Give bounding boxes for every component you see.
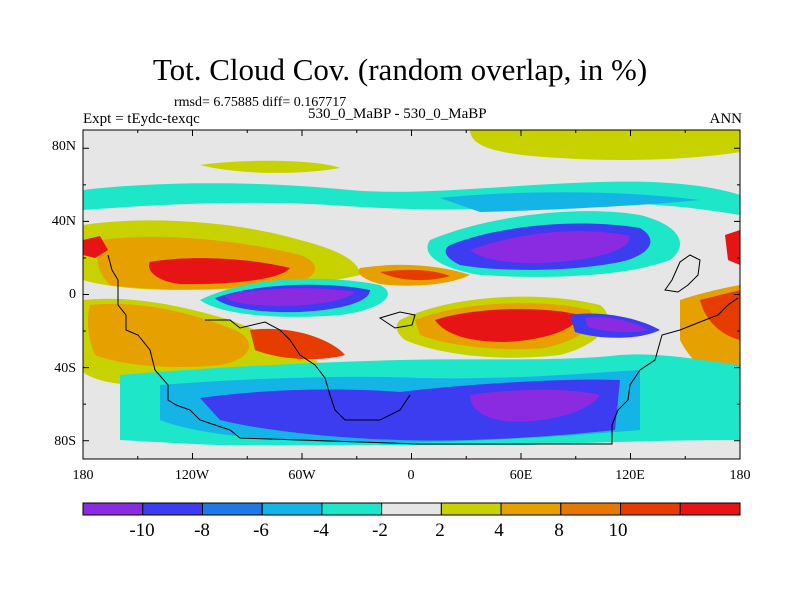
lon-tick-label: 180 [729,468,751,483]
contour-east-red [700,290,740,340]
plot-title: Tot. Cloud Cov. (random overlap, in %) [152,52,648,87]
colorbar-label: -4 [313,520,329,541]
colorbar-label: -2 [372,520,388,541]
colorbar-swatch [620,502,681,516]
contour-et-purple [585,317,648,333]
lon-tick-label: 0 [407,468,415,483]
colorbar-label: 10 [608,520,628,541]
contour-eq-red [380,269,450,281]
season-label: ANN [709,111,743,127]
colorbar-label: -10 [129,520,155,541]
colorbar-swatch [142,502,203,516]
colorbar-label: 8 [554,520,564,541]
contour-north-lightblue [440,192,700,212]
contour-gond-red [435,308,580,342]
colorbar-swatch [679,502,741,516]
colorbar-swatch [261,502,323,516]
contour-sw-red [250,328,345,360]
colorbar-swatch [82,502,144,516]
contour-north-cyan-band [83,181,740,215]
colorbar-label: 4 [494,520,504,541]
contour-npac-red [149,258,290,285]
coastline [107,254,739,445]
colorbar-swatch [201,502,263,516]
colorbar-label: -8 [194,520,210,541]
contour-south-purple [470,389,600,422]
experiment-label: Expt = tEydc-texqc [83,111,200,127]
lon-tick-label: 120W [174,468,210,483]
lat-tick-label: 80N [51,139,76,154]
lat-tick-label: 80S [54,434,76,449]
lon-tick-label: 180 [72,468,94,483]
colorbar-swatch [440,502,502,516]
lat-tick-label: 40S [54,361,76,376]
coastline-inner [378,311,416,329]
lon-tick-label: 60W [288,468,316,483]
colorbar-swatch [321,502,383,516]
contour-trop-purple [225,288,355,306]
contour-asia-purple [470,231,630,264]
contour-ne-red [725,230,740,265]
lat-tick-label: 0 [69,287,76,302]
contour-north-positive-2 [200,160,340,173]
contour-sw-orange [87,303,250,367]
contour-antarctic [83,445,740,459]
coastline-east [664,254,701,293]
contour-nw-red [83,236,108,258]
axis-ticks [82,130,741,459]
colorbar-swatch [560,502,622,516]
lon-tick-label: 60E [509,468,533,483]
contour-arctic-positive [470,130,740,160]
stats-label: rmsd= 6.75885 diff= 0.167717 [174,95,347,110]
comparison-label: 530_0_MaBP - 530_0_MaBP [308,106,487,122]
colorbar-label: -6 [253,520,269,541]
colorbar-swatch [381,502,442,516]
lat-tick-label: 40N [51,214,76,229]
lon-tick-label: 120E [615,468,645,483]
colorbar-label: 2 [435,520,445,541]
coastline-gondwana-west [205,319,411,421]
colorbar-swatch [500,502,562,516]
